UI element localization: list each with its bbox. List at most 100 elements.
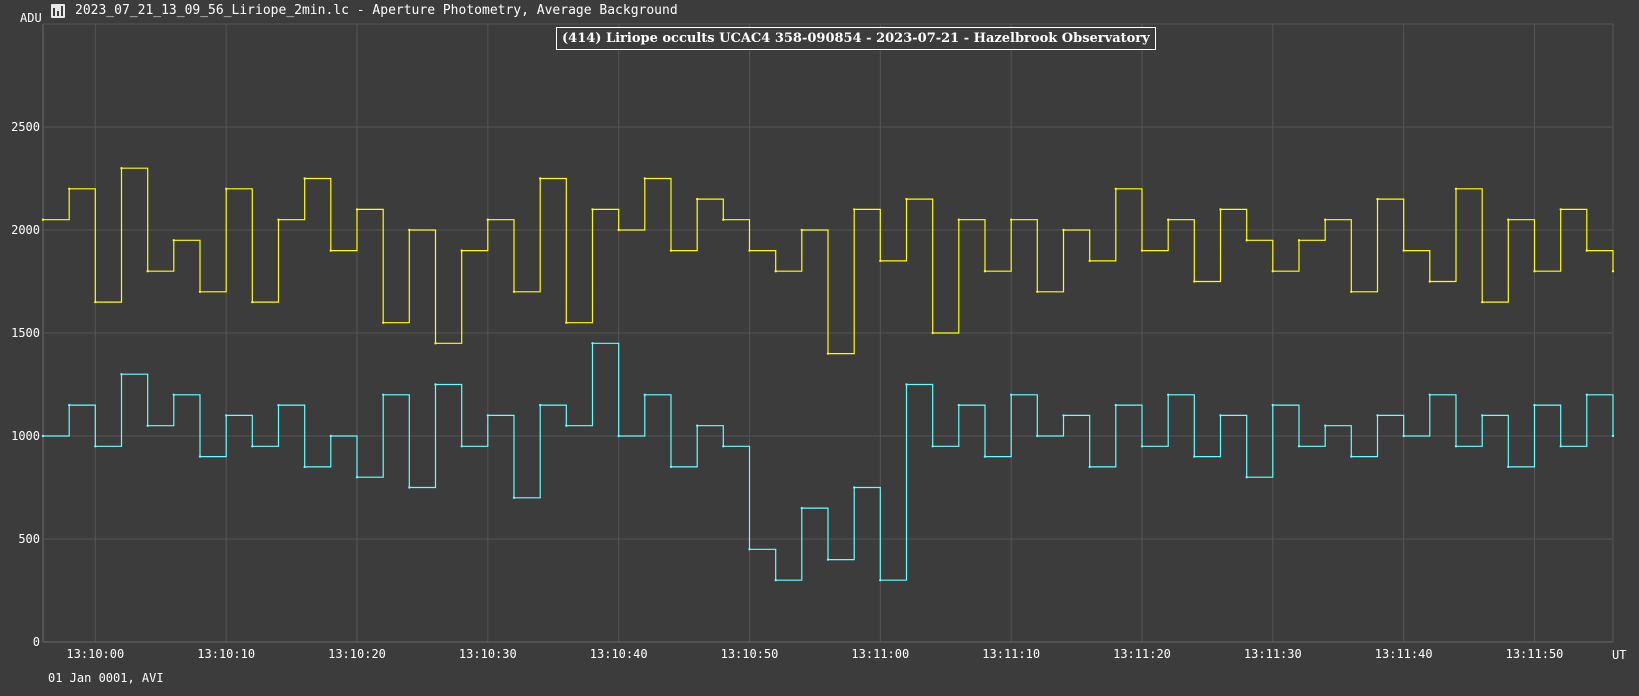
data-point — [1193, 280, 1196, 283]
data-point — [382, 393, 385, 396]
data-point — [905, 197, 908, 201]
y-tick-label: 1000 — [11, 429, 40, 443]
y-tick-label: 1500 — [11, 326, 40, 340]
data-point — [696, 197, 699, 201]
data-point — [539, 403, 542, 407]
data-point — [1559, 445, 1562, 448]
data-point — [1611, 434, 1615, 438]
data-point — [120, 167, 123, 170]
data-point — [94, 300, 97, 304]
data-point — [1611, 270, 1615, 273]
data-point — [539, 177, 542, 180]
data-point — [68, 403, 71, 407]
data-point — [826, 352, 830, 355]
data-point — [931, 331, 934, 335]
x-tick-label: 13:10:50 — [721, 647, 779, 661]
data-point — [94, 445, 97, 448]
data-point — [1167, 218, 1170, 221]
data-point — [1088, 259, 1091, 263]
chart-title: (414) Liriope occults UCAC4 358-090854 -… — [556, 27, 1156, 50]
data-point — [355, 208, 359, 211]
data-point — [1140, 249, 1144, 252]
data-point — [957, 218, 960, 221]
data-point — [1350, 455, 1353, 458]
y-axis-label: ADU — [20, 11, 42, 25]
data-point — [1219, 208, 1222, 211]
data-point — [800, 506, 803, 510]
data-point — [617, 434, 620, 438]
data-point — [1454, 187, 1458, 190]
data-point — [1376, 197, 1379, 201]
data-point — [1036, 290, 1039, 293]
data-point — [1114, 187, 1118, 190]
data-point — [146, 424, 149, 427]
x-tick-label: 13:10:20 — [328, 647, 386, 661]
window-titlebar: 2023_07_21_13_09_56_Liriope_2min.lc - Ap… — [0, 0, 1639, 24]
window-title: 2023_07_21_13_09_56_Liriope_2min.lc - Ap… — [75, 3, 678, 18]
data-point — [1297, 239, 1301, 242]
data-point — [329, 249, 332, 252]
data-point — [277, 403, 280, 407]
data-point — [1324, 424, 1327, 427]
data-point — [1507, 465, 1510, 469]
data-point — [983, 455, 987, 458]
data-point — [460, 445, 463, 448]
data-point — [1507, 218, 1510, 221]
data-point — [120, 373, 123, 376]
data-point — [826, 558, 830, 561]
data-point — [1271, 403, 1275, 407]
data-point — [591, 208, 594, 211]
x-tick-label: 13:11:50 — [1506, 647, 1564, 661]
data-point — [1324, 218, 1327, 221]
data-point — [225, 187, 228, 190]
y-tick-label: 2000 — [11, 223, 40, 237]
data-point — [512, 290, 516, 293]
data-point — [68, 187, 71, 190]
data-point — [800, 228, 803, 232]
chart-app-icon[interactable] — [51, 4, 65, 18]
data-point — [643, 177, 646, 180]
y-tick-label: 500 — [18, 532, 40, 546]
data-point — [853, 208, 856, 211]
data-point — [1454, 445, 1458, 448]
x-tick-label: 13:10:40 — [590, 647, 648, 661]
data-point — [1193, 455, 1196, 458]
data-point — [1533, 270, 1536, 273]
data-point — [1219, 414, 1222, 417]
data-point — [1428, 280, 1432, 283]
data-point — [853, 486, 856, 489]
data-point — [1167, 393, 1170, 396]
x-tick-label: 13:11:30 — [1244, 647, 1302, 661]
data-point — [696, 424, 699, 427]
x-tick-label: 13:10:00 — [66, 647, 124, 661]
x-axis-label: UT — [1612, 648, 1627, 662]
data-point — [774, 270, 777, 273]
data-point — [434, 383, 437, 386]
data-point — [643, 393, 646, 396]
data-point — [172, 239, 175, 242]
data-point — [198, 455, 202, 458]
data-point — [1062, 414, 1065, 417]
data-point — [41, 218, 45, 221]
y-tick-label: 0 — [33, 635, 40, 649]
data-point — [1297, 445, 1301, 448]
data-point — [905, 383, 908, 386]
data-point — [408, 486, 411, 489]
footer-date: 01 Jan 0001, AVI — [48, 671, 164, 685]
data-point — [172, 393, 175, 396]
data-point — [1402, 249, 1405, 252]
data-point — [277, 218, 280, 221]
data-point — [1088, 465, 1091, 469]
data-point — [1114, 403, 1118, 407]
data-point — [355, 476, 359, 479]
data-point — [434, 342, 437, 345]
data-point — [983, 270, 987, 273]
data-point — [617, 228, 620, 232]
data-point — [748, 548, 751, 551]
data-point — [146, 270, 149, 273]
data-point — [774, 579, 777, 582]
data-point — [1585, 393, 1589, 396]
y-tick-label: 2500 — [11, 120, 40, 134]
data-point — [879, 259, 882, 263]
